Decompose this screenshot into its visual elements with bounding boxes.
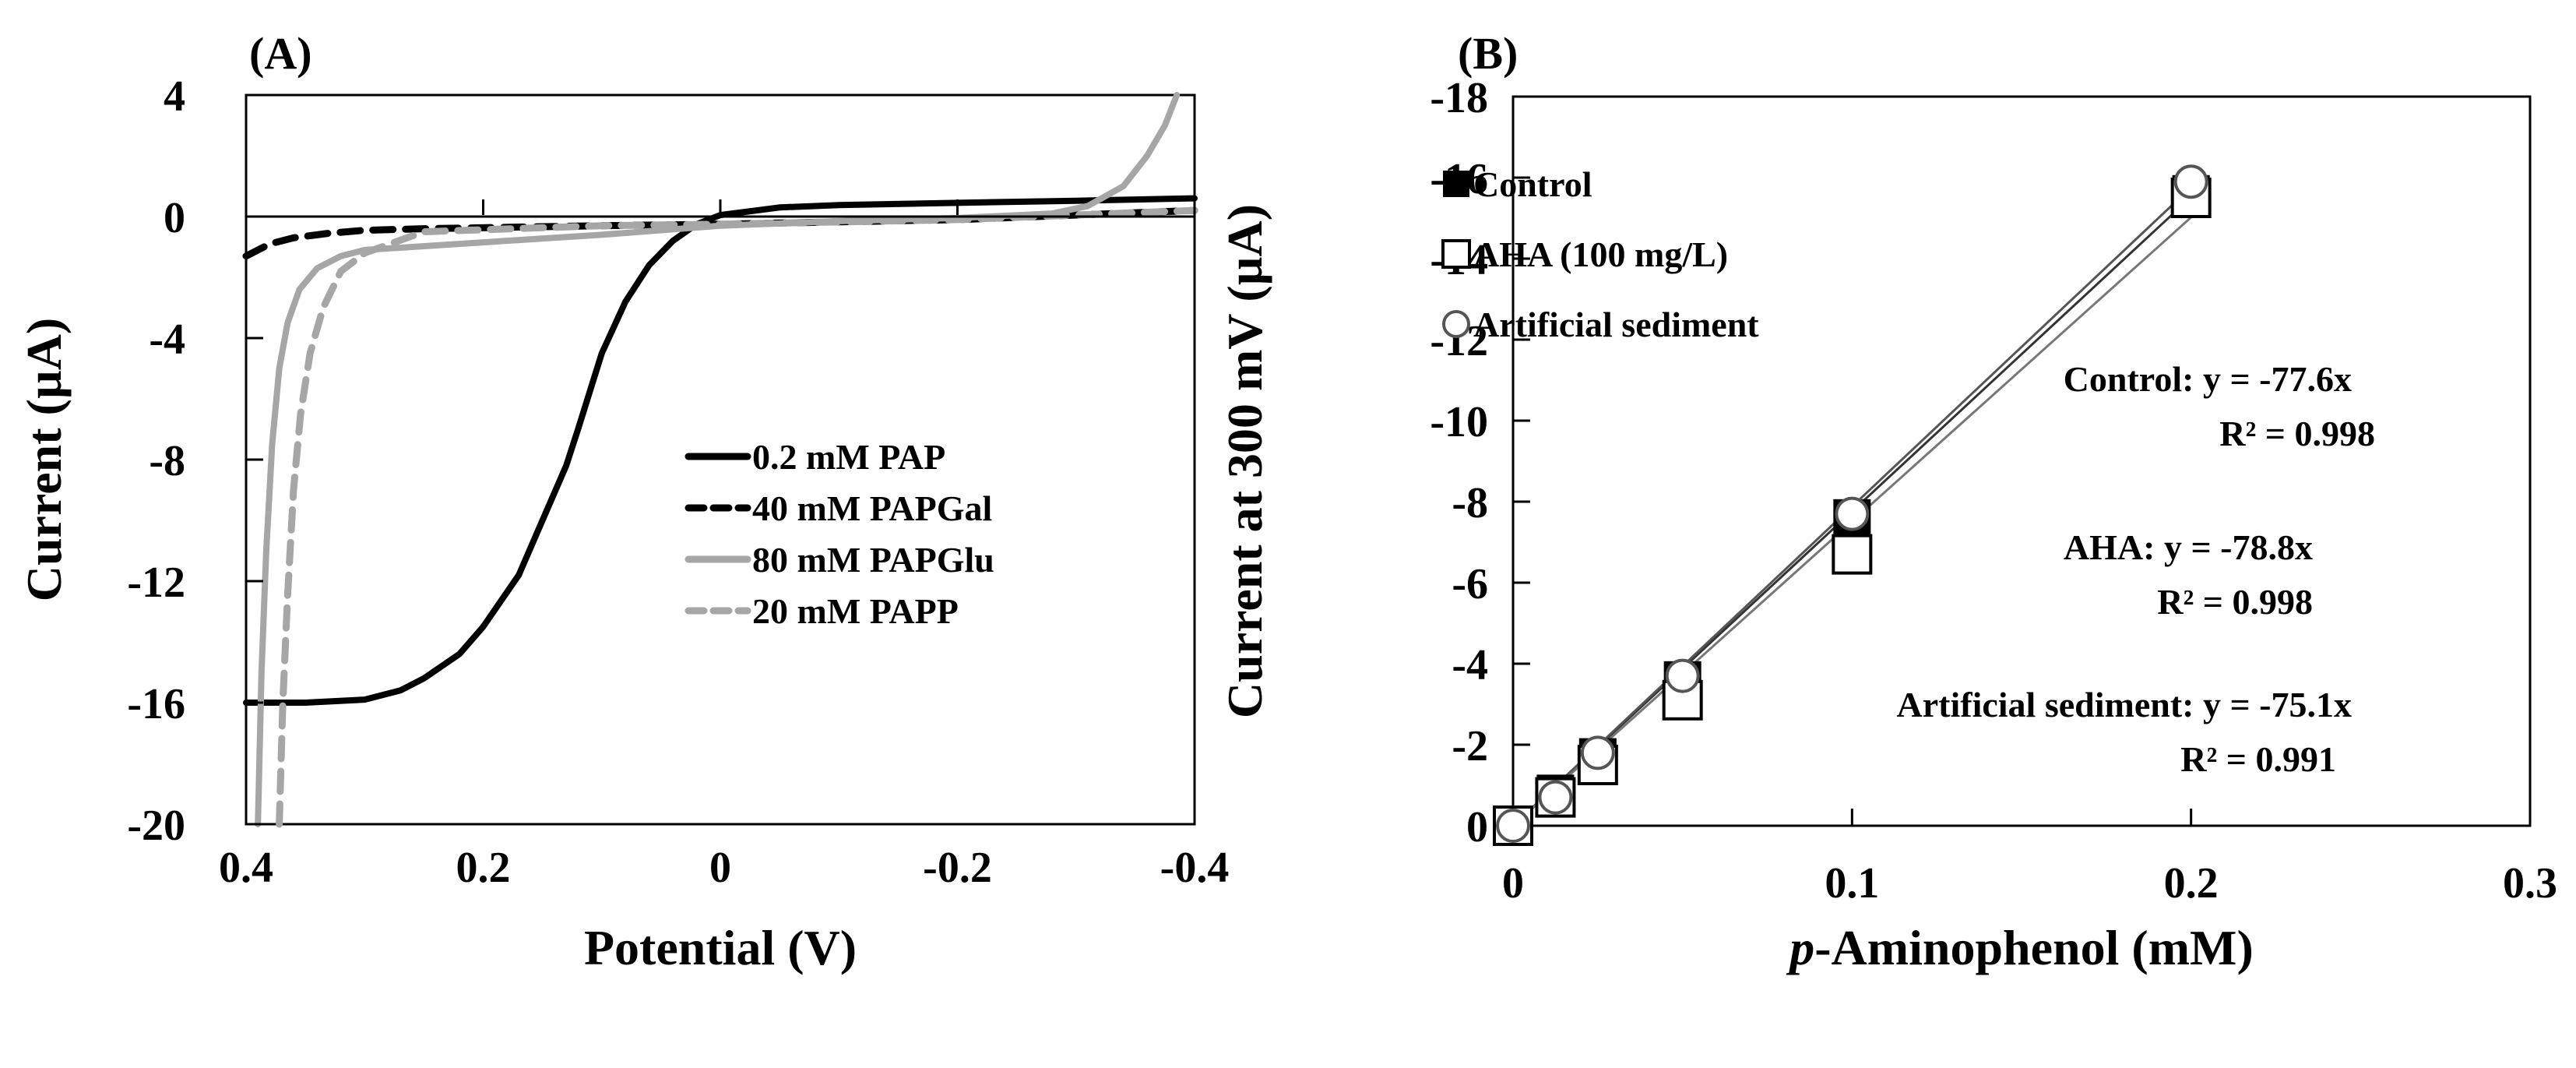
y-tick-label: -8 [149,437,185,485]
series-line-20-mm-papp [276,206,1198,828]
data-point [1665,658,1700,693]
x-tick-label: 0.2 [2164,859,2219,908]
x-tick-label: 0.1 [1825,859,1879,908]
legend-label: 20 mM PAPP [752,591,959,631]
x-tick-label: -0.4 [1160,844,1230,892]
data-point [2173,164,2208,199]
y-tick-label: -10 [1430,398,1488,446]
y-tick-label: -16 [127,680,185,728]
data-point [1580,735,1615,770]
y-tick-label: -2 [1452,722,1488,770]
panel-b-y-axis-label: Current at 300 mV (µA) [1217,204,1272,718]
panel-b-equations: Control: y = -77.6x R² = 0.998 AHA: y = -7… [1897,359,2375,779]
data-point [1496,809,1530,843]
legend-marker [1441,239,1471,269]
x-tick-label: 0.3 [2503,859,2557,908]
x-label-italic-p: p [1786,920,1814,975]
y-tick-label: -4 [149,315,185,364]
r-squared: R² = 0.991 [2180,739,2336,779]
panel-a-y-axis-label: Current (µA) [16,318,72,602]
x-tick-label: -0.2 [923,844,992,892]
y-tick-label: -18 [1430,74,1488,122]
y-tick-label: 0 [1466,803,1488,851]
x-tick-label: 0 [709,844,731,892]
panel-a-legend: 0.2 mM PAP 40 mM PAPGal 80 mM PAPGlu 20 mM … [684,437,994,631]
data-point [1538,780,1573,815]
panel-b-x-axis-label: p-Aminophenol (mM) [1786,920,2254,975]
panel-a-label: (A) [249,28,312,79]
series-line-80-mm-papglu [255,92,1181,827]
legend-marker [1442,310,1470,338]
r-squared: R² = 0.998 [2157,582,2313,622]
x-tick-label: 0.4 [219,844,273,892]
legend-label: AHA (100 mg/L) [1473,234,1728,274]
y-tick-label: -4 [1452,641,1488,689]
y-tick-label: -20 [127,802,185,850]
y-tick-label: 4 [164,72,185,121]
panel-b: (B) 00.10.20.3-18-16-14-12-10-8-6-4-20 p… [1217,28,2557,975]
y-tick-label: -8 [1452,479,1488,527]
y-tick-label: -6 [1452,560,1488,608]
legend-label: Artificial sediment [1473,305,1759,344]
panel-a: (A) 0.4 0.2 0 -0.2 -0.4 4 0 -4 -8 -12 -16 -20 Poten… [16,28,1229,975]
x-tick-label: 0 [1502,859,1524,908]
series-line-0-2-mm-pap [243,195,1198,706]
x-label-rest: -Aminophenol (mM) [1814,920,2254,975]
y-tick-label: 0 [164,194,185,242]
y-tick-label: -12 [127,559,185,607]
panel-a-x-axis-label: Potential (V) [584,920,857,975]
panel-b-label: (B) [1458,28,1518,79]
data-point [1832,534,1873,575]
fit-equation: Control: y = -77.6x [2064,359,2352,399]
x-tick-label: 0.2 [456,844,511,892]
panel-b-frame [1511,95,2532,827]
legend-label: 0.2 mM PAP [752,437,945,477]
legend-label: 40 mM PAPGal [752,488,992,528]
panel-b-legend: Control AHA (100 mg/L) Artificial sediment [1441,164,1759,344]
data-point [1835,496,1870,531]
r-squared: R² = 0.998 [2219,414,2375,453]
fit-equation: AHA: y = -78.8x [2064,527,2313,567]
fit-equation: Artificial sediment: y = -75.1x [1897,685,2352,724]
legend-label: Control [1473,164,1592,204]
legend-label: 80 mM PAPGlu [752,540,994,580]
legend-marker [1443,171,1469,197]
